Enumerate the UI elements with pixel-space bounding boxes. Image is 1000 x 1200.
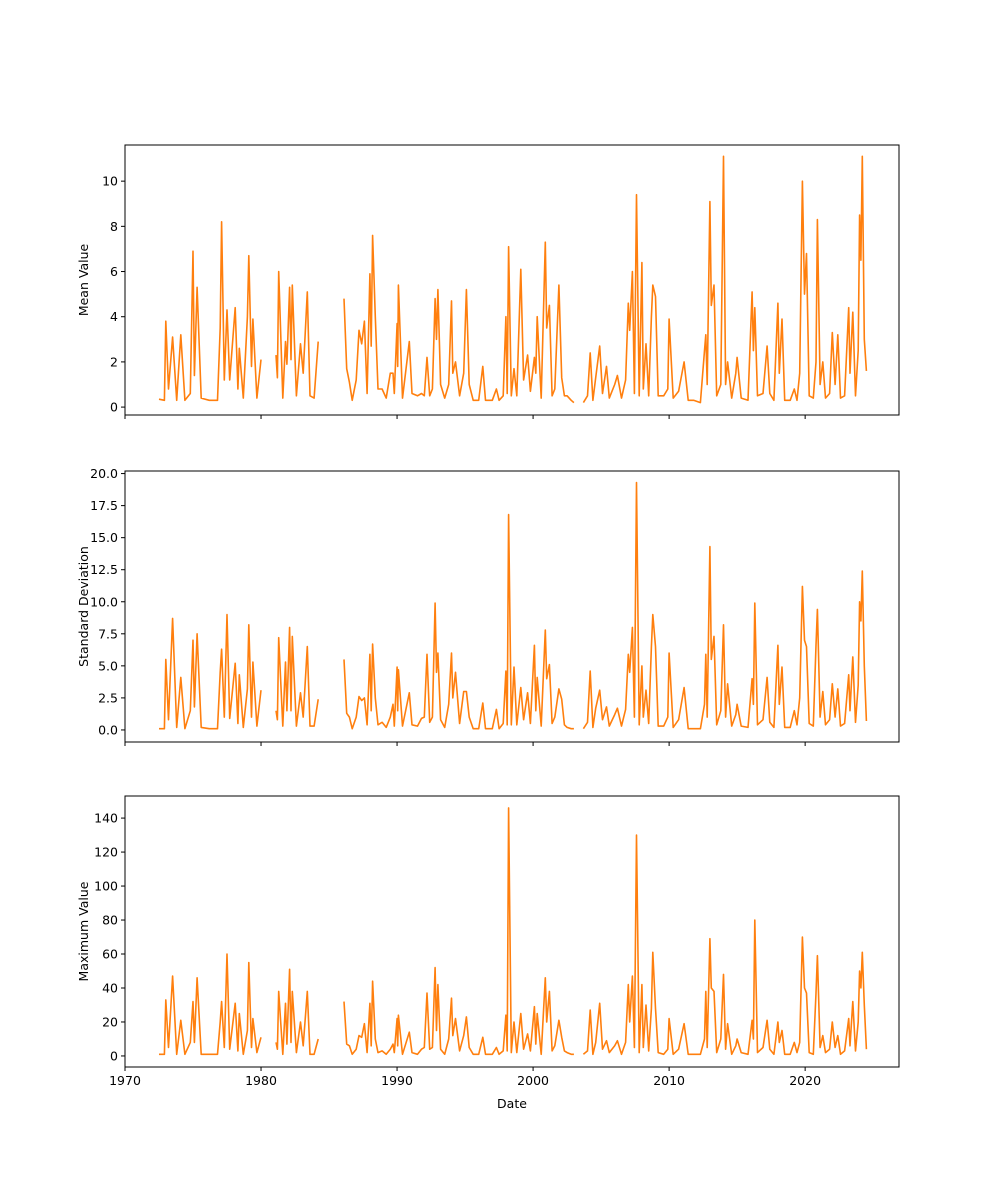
y-tick-label: 8 [110, 219, 118, 234]
y-axis-label: Mean Value [76, 244, 91, 317]
x-tick-label: 2010 [653, 1073, 685, 1088]
y-axis-label: Standard Deviation [76, 546, 91, 667]
y-tick-label: 40 [102, 980, 118, 995]
y-tick-label: 15.0 [90, 530, 118, 545]
x-tick-label: 2000 [517, 1073, 549, 1088]
y-tick-label: 80 [102, 913, 118, 928]
max-series-line [159, 807, 868, 1056]
y-tick-label: 17.5 [90, 498, 118, 513]
x-tick-label: 1970 [109, 1073, 141, 1088]
mean-series-line [158, 155, 868, 404]
y-tick-label: 6 [110, 264, 118, 279]
x-tick-label: 1990 [381, 1073, 413, 1088]
y-tick-label: 0.0 [98, 722, 118, 737]
x-tick-label: 2020 [789, 1073, 821, 1088]
x-axis-label: Date [497, 1096, 527, 1111]
y-tick-label: 100 [94, 879, 118, 894]
y-tick-label: 10 [102, 174, 118, 189]
x-tick-label: 1980 [245, 1073, 277, 1088]
std-series-line [159, 481, 868, 730]
y-tick-label: 0 [110, 1048, 118, 1063]
y-tick-label: 5.0 [98, 658, 118, 673]
y-tick-label: 2.5 [98, 690, 118, 705]
y-axis-label: Maximum Value [76, 881, 91, 981]
y-tick-label: 60 [102, 947, 118, 962]
y-tick-label: 12.5 [90, 562, 118, 577]
y-tick-label: 0 [110, 400, 118, 415]
panel-max: 0 20 40 60 80 100 120 140 1970 1980 1990 2000 2010 20… [76, 795, 900, 1088]
panel-mean: 0 2 4 6 8 10 Mean Value [76, 144, 900, 419]
y-tick-label: 2 [110, 354, 118, 369]
y-tick-label: 20 [102, 1014, 118, 1029]
y-tick-label: 4 [110, 309, 118, 324]
y-tick-label: 140 [94, 811, 118, 826]
y-tick-label: 120 [94, 845, 118, 860]
axes-frame [124, 470, 900, 743]
y-tick-label: 10.0 [90, 594, 118, 609]
panel-std: 0.0 2.5 5.0 7.5 10.0 12.5 15.0 17.5 20.0 Standard… [76, 466, 900, 746]
axes-frame [124, 144, 900, 416]
y-tick-label: 20.0 [90, 466, 118, 481]
axes-frame [124, 795, 900, 1068]
y-tick-label: 7.5 [98, 626, 118, 641]
